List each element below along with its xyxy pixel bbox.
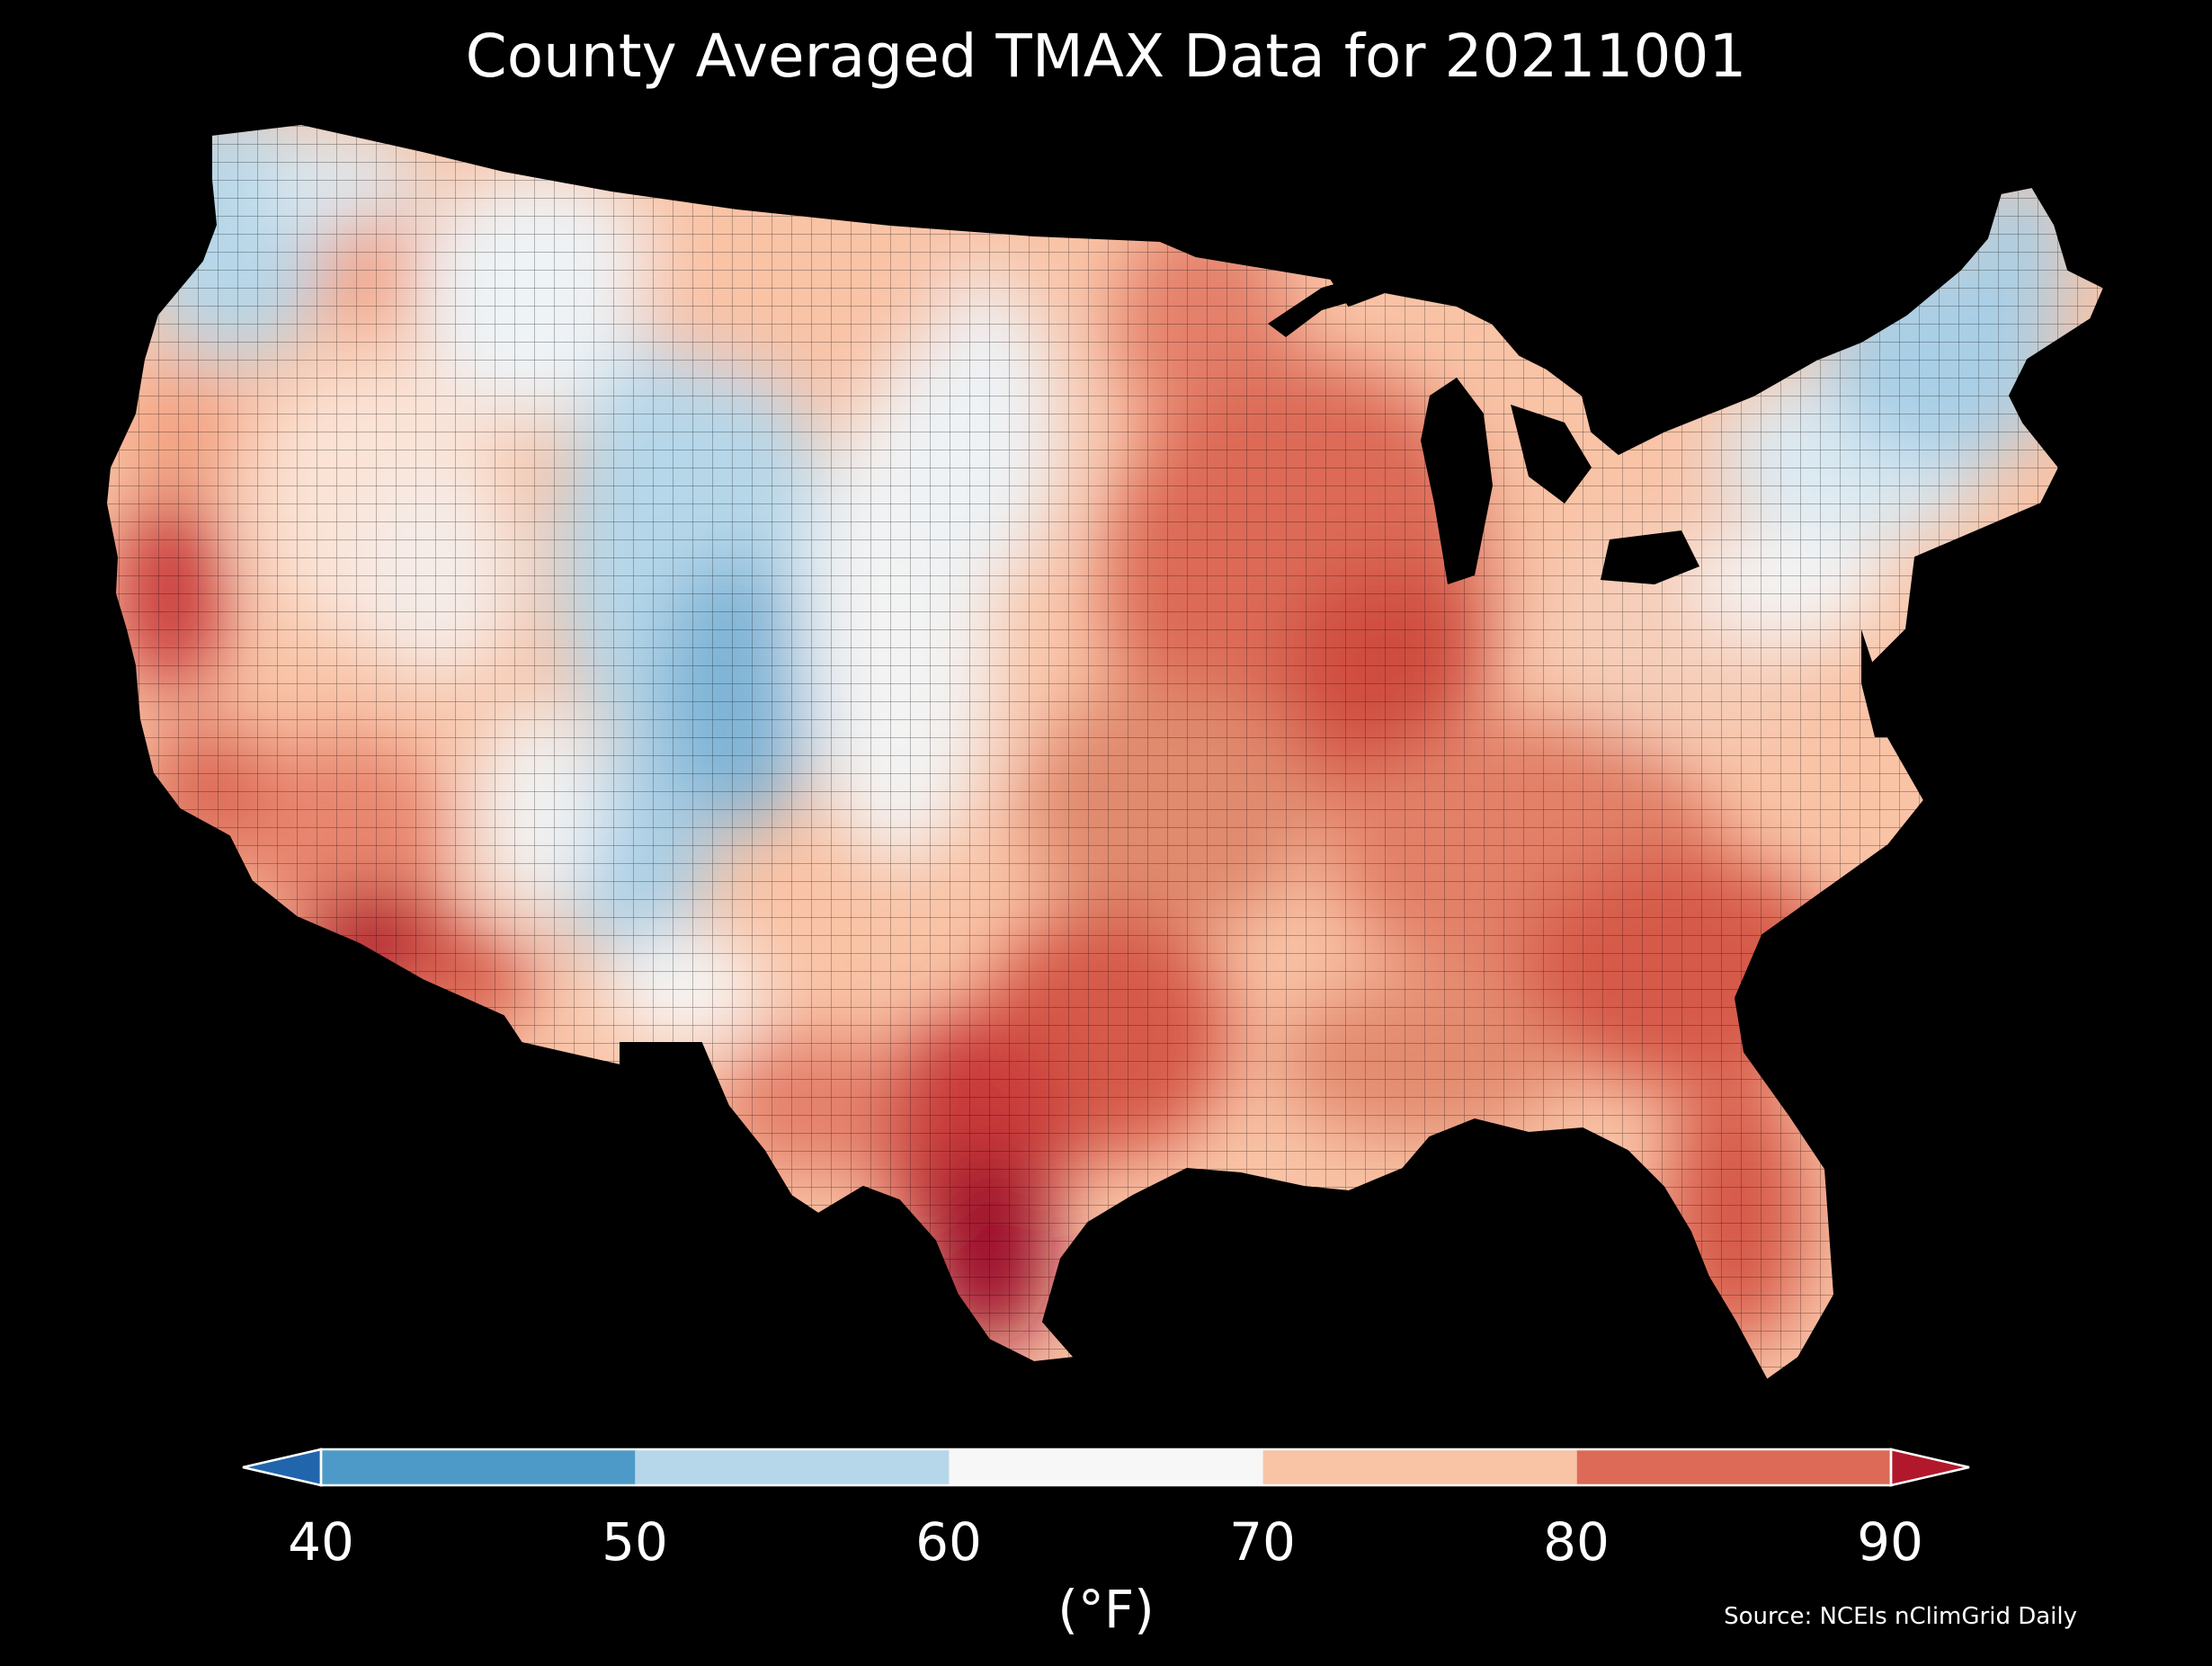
colorbar-tick-90: 90 (1857, 1511, 1923, 1572)
colorbar-tick-80: 80 (1543, 1511, 1610, 1572)
colorbar-tick-70: 70 (1229, 1511, 1296, 1572)
source-credit: Source: NCEIs nClimGrid Daily (1724, 1603, 2077, 1630)
colorbar-bin-40-50 (321, 1449, 636, 1485)
colorbar-bin-80-90 (1576, 1449, 1892, 1485)
us-county-map (104, 122, 2106, 1382)
colorbar-tick-40: 40 (288, 1511, 354, 1572)
colorbar-tick-60: 60 (915, 1511, 982, 1572)
chart-title: County Averaged TMAX Data for 20211001 (465, 22, 1747, 91)
colorbar-units-label: (°F) (1057, 1579, 1155, 1640)
colorbar-bin-above-max (1891, 1449, 1969, 1485)
colorbar-bin-60-70 (949, 1449, 1264, 1485)
colorbar (242, 1448, 1970, 1487)
colorbar-bin-below-min (243, 1449, 321, 1485)
colorbar-bin-70-80 (1262, 1449, 1578, 1485)
colorbar-tick-50: 50 (602, 1511, 668, 1572)
colorbar-bin-50-60 (635, 1449, 950, 1485)
